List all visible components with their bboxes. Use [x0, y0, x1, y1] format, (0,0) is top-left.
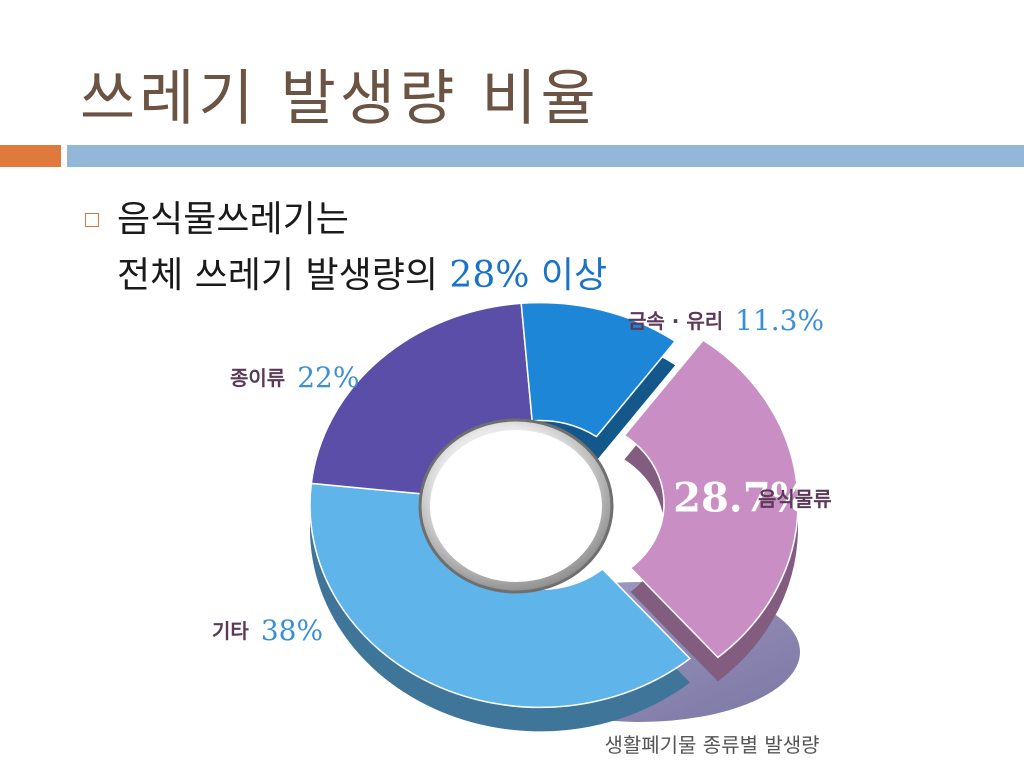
accent-bar-blue [67, 145, 1024, 167]
accent-bar-orange [0, 145, 61, 167]
slice-value-음식물류: 28.7% [673, 475, 808, 522]
bullet-text-line2: 전체 쓰레기 발생량의 28% 이상 [117, 246, 607, 298]
slice-name-종이류: 종이류 [230, 366, 285, 390]
slices-layer [309, 301, 799, 732]
slice-name-금속-유리: 금속 · 유리 [628, 309, 723, 333]
slide-title: 쓰레기 발생량 비율 [80, 64, 600, 134]
donut-hole-inner [430, 430, 602, 582]
slice-name-음식물류: 음식물류 [758, 487, 832, 511]
slice-value-종이류: 22% [297, 361, 359, 394]
bullet-text-prefix: 전체 쓰레기 발생량의 [117, 255, 450, 296]
slice-value-금속-유리: 11.3% [735, 304, 824, 337]
slice-금속-유리 [520, 301, 677, 438]
bullet-text-line1: 음식물쓰레기는 [117, 199, 349, 240]
slice-name-기타: 기타 [212, 619, 249, 643]
slice-음식물류 [623, 339, 799, 659]
bullet-highlight: 28% 이상 [449, 255, 608, 296]
chart-caption: 생활폐기물 종류별 발생량 [604, 733, 819, 757]
bullet-square-icon [85, 213, 99, 227]
slice-value-기타: 38% [261, 614, 323, 647]
